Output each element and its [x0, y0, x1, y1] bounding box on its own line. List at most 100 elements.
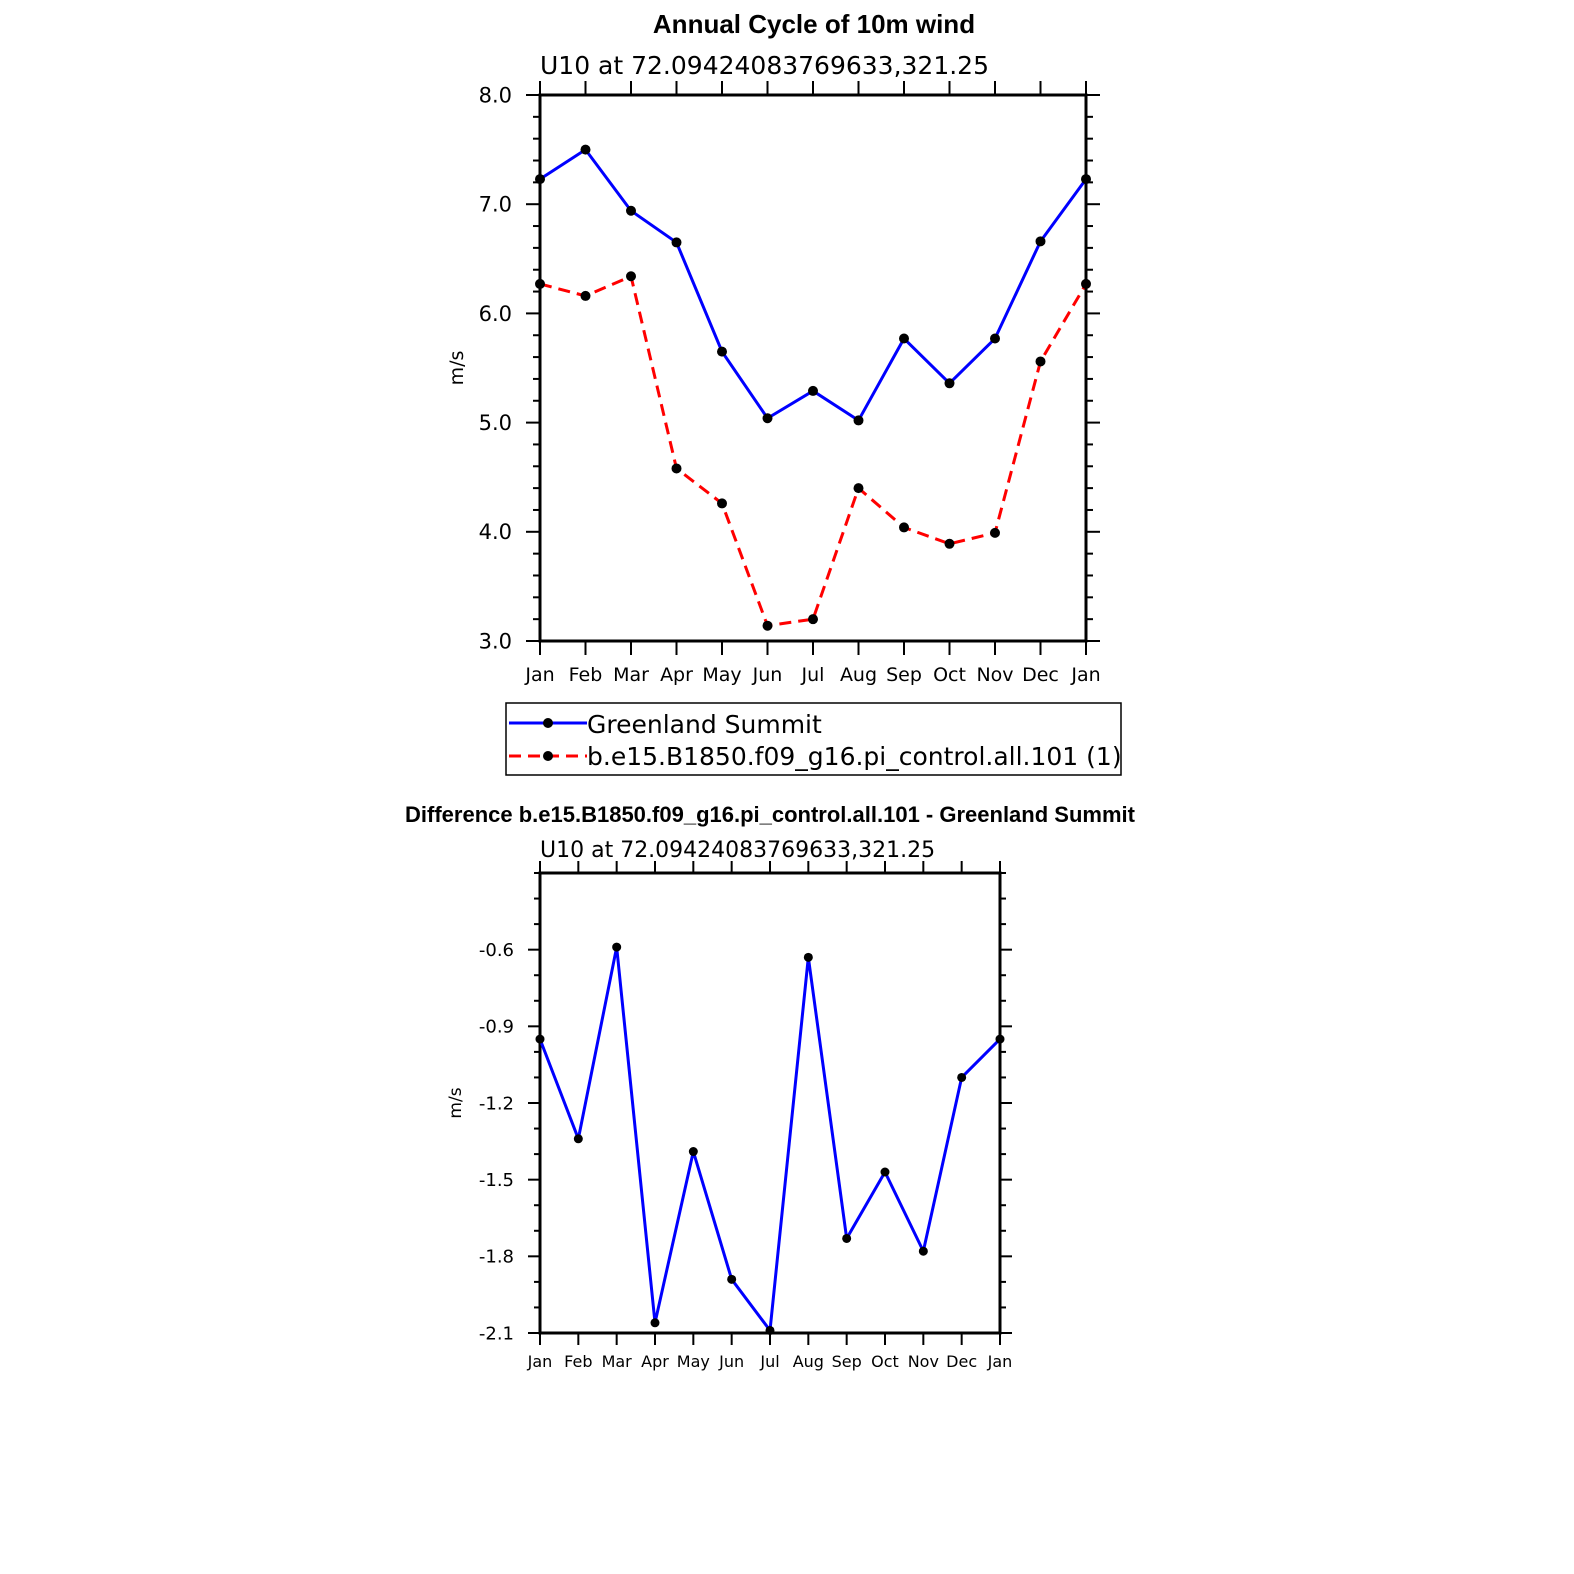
legend-label-greenland-summit: Greenland Summit: [587, 710, 822, 739]
series-point: [808, 614, 818, 625]
series-point: [535, 278, 545, 289]
series-point: [990, 527, 1000, 538]
x-tick-label: Mar: [613, 664, 649, 686]
series-point: [671, 237, 682, 248]
chart2-plot-frame: [538, 871, 1002, 1335]
y-tick-label: -1.5: [479, 1170, 514, 1191]
y-tick-label: -0.6: [479, 940, 514, 961]
series-point: [612, 942, 622, 952]
series-point: [1035, 356, 1046, 367]
y-tick-label: -0.9: [479, 1017, 514, 1038]
series-point: [880, 1167, 890, 1177]
legend-marker-pi-control: [543, 751, 553, 761]
x-tick-label: Oct: [871, 1352, 899, 1371]
series-point: [762, 620, 773, 631]
x-tick-label: May: [702, 664, 741, 686]
x-tick-label: Jan: [527, 1352, 553, 1371]
x-tick-label: Sep: [832, 1352, 862, 1371]
x-tick-label: Dec: [946, 1352, 977, 1371]
legend-marker-greenland-summit: [543, 718, 553, 728]
y-tick-label: 5.0: [479, 411, 512, 435]
x-tick-label: Jun: [718, 1352, 744, 1371]
series-point: [853, 415, 864, 426]
x-tick-label: Jun: [752, 664, 783, 686]
legend-box: [505, 702, 1122, 776]
x-tick-label: Aug: [793, 1352, 824, 1371]
series-line-0: [539, 148, 1088, 422]
x-tick-label: Mar: [602, 1352, 633, 1371]
chart1-ticks: [526, 81, 1100, 655]
series-line-0: [538, 945, 1002, 1332]
x-tick-label: Oct: [933, 664, 966, 686]
series-point: [717, 346, 727, 357]
series-point: [995, 1034, 1005, 1044]
series-point: [853, 483, 864, 494]
x-tick-label: Dec: [1022, 664, 1059, 686]
x-tick-label: Jan: [524, 664, 554, 686]
chart1-x-tick-labels: Jan Feb Mar Apr May Jun Jul Aug Sep Oct Nov Dec Jan: [524, 664, 1100, 686]
chart2-x-tick-labels: Jan Feb Mar Apr May Jun Jul Aug Sep Oct Nov Dec Jan: [527, 1352, 1013, 1371]
x-tick-label: Apr: [641, 1352, 669, 1371]
series-point: [580, 290, 591, 301]
series-point: [626, 205, 636, 216]
x-tick-label: Feb: [564, 1352, 592, 1371]
chart2-subtitle: U10 at 72.09424083769633,321.25: [540, 838, 935, 863]
series-point: [944, 378, 955, 389]
chart2-ylabel: m/s: [446, 1087, 466, 1118]
chart2-ticks: [528, 861, 1012, 1345]
series-point: [762, 413, 773, 424]
series-point: [535, 174, 545, 185]
series-point: [803, 952, 813, 962]
series-point: [1081, 278, 1091, 289]
y-tick-label: 4.0: [479, 520, 512, 544]
series-point: [990, 333, 1000, 344]
series-line-1: [539, 274, 1088, 628]
x-tick-label: Sep: [886, 664, 922, 686]
series-point: [727, 1274, 737, 1284]
chart2-series: [535, 942, 1005, 1335]
x-tick-label: Feb: [569, 664, 603, 686]
x-tick-label: Jan: [1070, 664, 1100, 686]
series-point: [944, 538, 955, 549]
x-tick-label: Jul: [801, 664, 825, 686]
y-tick-label: -1.8: [479, 1247, 514, 1268]
x-tick-label: Aug: [840, 664, 877, 686]
chart2-y-tick-labels: -2.1 -1.8 -1.5 -1.2 -0.9 -0.6: [479, 940, 514, 1344]
series-point: [957, 1072, 967, 1082]
x-tick-label: Nov: [976, 664, 1013, 686]
y-tick-label: 3.0: [479, 629, 512, 653]
chart-difference: Difference b.e15.B1850.f09_g16.pi_contro…: [405, 802, 1136, 1371]
chart-annual-cycle: Annual Cycle of 10m wind U10 at 72.09424…: [446, 9, 1101, 686]
series-point: [626, 271, 636, 282]
series-point: [765, 1325, 775, 1335]
legend-label-pi-control: b.e15.B1850.f09_g16.pi_control.all.101 (…: [587, 742, 1122, 771]
chart1-series: [535, 144, 1091, 631]
series-point: [535, 1034, 545, 1044]
series-point: [1081, 174, 1091, 185]
y-tick-label: 6.0: [479, 302, 512, 326]
series-point: [1035, 236, 1046, 247]
chart1-y-tick-labels: 3.0 4.0 5.0 6.0 7.0 8.0: [479, 83, 512, 653]
x-tick-label: Apr: [660, 664, 693, 686]
y-tick-label: 8.0: [479, 83, 512, 107]
chart1-ylabel: m/s: [446, 351, 468, 386]
chart2-title: Difference b.e15.B1850.f09_g16.pi_contro…: [405, 802, 1136, 827]
y-tick-label: -1.2: [479, 1093, 514, 1114]
series-point: [899, 522, 909, 533]
series-point: [671, 463, 682, 474]
chart1-title: Annual Cycle of 10m wind: [653, 9, 975, 39]
x-tick-label: Nov: [908, 1352, 939, 1371]
y-tick-label: 7.0: [479, 193, 512, 217]
series-point: [842, 1233, 852, 1243]
series-point: [650, 1318, 660, 1328]
series-point: [918, 1246, 928, 1256]
series-point: [573, 1134, 583, 1144]
series-point: [899, 333, 909, 344]
y-tick-label: -2.1: [479, 1323, 514, 1344]
x-tick-label: May: [677, 1352, 710, 1371]
series-point: [580, 144, 591, 155]
series-point: [688, 1147, 698, 1157]
chart1-legend: Greenland Summit b.e15.B1850.f09_g16.pi_…: [505, 702, 1122, 776]
series-point: [717, 498, 727, 509]
